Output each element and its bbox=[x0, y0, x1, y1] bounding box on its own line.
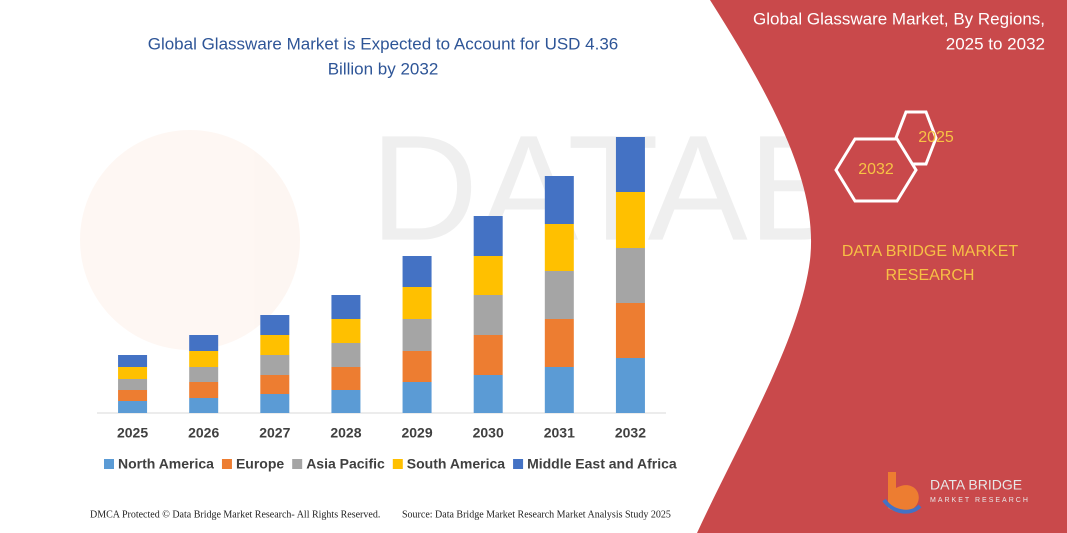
bar-segment bbox=[615, 303, 645, 358]
legend-swatch bbox=[292, 459, 303, 469]
legend-swatch bbox=[104, 459, 114, 469]
bar-segment bbox=[544, 176, 574, 224]
bar-segment bbox=[260, 394, 290, 413]
bar-segment bbox=[544, 224, 574, 271]
bar-segment bbox=[473, 256, 503, 295]
bar-segment bbox=[118, 390, 148, 401]
bar-segment bbox=[615, 137, 645, 192]
bar-segment bbox=[118, 379, 148, 390]
hexagon-label: 2025 bbox=[918, 129, 954, 146]
bar-segment bbox=[473, 216, 503, 256]
bar-segment bbox=[118, 401, 148, 413]
panel-title: 2025 to 2032 bbox=[946, 34, 1045, 53]
bar-segment bbox=[260, 355, 290, 375]
legend-label: South America bbox=[407, 456, 505, 472]
logo-text: MARKET RESEARCH bbox=[930, 497, 1030, 504]
hexagon-label: 2032 bbox=[858, 161, 894, 178]
bar-segment bbox=[331, 390, 361, 413]
bar-segment bbox=[118, 355, 148, 367]
brand-text: RESEARCH bbox=[886, 267, 975, 284]
bar-segment bbox=[189, 335, 219, 351]
x-tick-label: 2031 bbox=[544, 425, 575, 441]
bar-segment bbox=[473, 375, 503, 413]
x-tick-label: 2027 bbox=[259, 425, 290, 441]
bar-segment bbox=[615, 248, 645, 303]
panel-title: Global Glassware Market, By Regions, bbox=[753, 9, 1045, 28]
bar-segment bbox=[189, 382, 219, 398]
bar-segment bbox=[189, 351, 219, 367]
brand-text: DATA BRIDGE MARKET bbox=[842, 243, 1019, 260]
logo-text: DATA BRIDGE bbox=[930, 477, 1022, 493]
bar-segment bbox=[189, 398, 219, 413]
bar-segment bbox=[331, 319, 361, 343]
legend-label: Asia Pacific bbox=[306, 456, 385, 472]
bar-segment bbox=[260, 335, 290, 355]
x-tick-label: 2032 bbox=[615, 425, 646, 441]
bar-segment bbox=[473, 335, 503, 375]
chart-title: Global Glassware Market is Expected to A… bbox=[148, 34, 619, 53]
bar-segment bbox=[331, 295, 361, 319]
chart-title: Billion by 2032 bbox=[328, 59, 439, 78]
bar-segment bbox=[189, 367, 219, 382]
bar-segment bbox=[260, 315, 290, 335]
bar-segment bbox=[402, 351, 432, 382]
bar-segment bbox=[544, 319, 574, 367]
legend-swatch bbox=[392, 459, 403, 469]
bar-segment bbox=[402, 319, 432, 351]
x-tick-label: 2025 bbox=[117, 425, 148, 441]
bar-segment bbox=[615, 192, 645, 248]
logo bbox=[882, 472, 922, 514]
bar-segment bbox=[402, 256, 432, 287]
bar-segment bbox=[118, 367, 148, 379]
bar-segment bbox=[473, 295, 503, 335]
bar-segment bbox=[544, 271, 574, 319]
x-tick-label: 2029 bbox=[401, 425, 432, 441]
bar-segment bbox=[331, 367, 361, 390]
legend-swatch bbox=[221, 459, 232, 469]
x-tick-label: 2028 bbox=[330, 425, 361, 441]
hexagon bbox=[834, 137, 918, 203]
x-tick-label: 2030 bbox=[473, 425, 504, 441]
bar-segment bbox=[402, 382, 432, 413]
legend-label: North America bbox=[118, 456, 214, 472]
footer-text: Source: Data Bridge Market Research Mark… bbox=[402, 509, 671, 520]
bar-segment bbox=[402, 287, 432, 319]
legend-label: Middle East and Africa bbox=[527, 456, 677, 472]
legend-swatch bbox=[513, 459, 524, 469]
bar-segment bbox=[331, 343, 361, 367]
bar-segment bbox=[260, 375, 290, 394]
bar-segment bbox=[615, 358, 645, 413]
legend-label: Europe bbox=[236, 456, 284, 472]
bar-segment bbox=[544, 367, 574, 413]
side-panel bbox=[697, 0, 1067, 533]
x-tick-label: 2026 bbox=[188, 425, 219, 441]
footer-text: DMCA Protected © Data Bridge Market Rese… bbox=[90, 509, 380, 520]
